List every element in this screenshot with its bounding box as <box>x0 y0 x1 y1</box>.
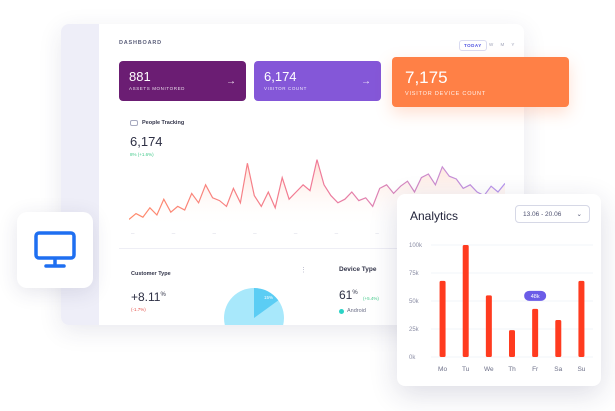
assets-monitored-value: 881 <box>129 69 151 84</box>
bar-mo[interactable] <box>439 280 446 357</box>
layers-icon <box>130 120 138 126</box>
monitor-card <box>17 212 93 288</box>
bar-tu[interactable] <box>462 245 469 357</box>
arrow-right-icon[interactable]: → <box>361 76 371 87</box>
x-tick-label: Tu <box>462 366 470 373</box>
device-type-panel <box>323 257 393 325</box>
people-tracking-value: 6,174 <box>130 134 163 149</box>
customer-type-title: Customer Type <box>131 271 171 277</box>
date-range-select[interactable]: 13.06 - 20.06 ⌄ <box>515 205 590 223</box>
bar-sa[interactable] <box>555 320 562 357</box>
y-tick-label: 50k <box>409 299 420 305</box>
y-tick-label: 75k <box>409 271 420 277</box>
arrow-right-icon[interactable]: → <box>226 76 236 87</box>
visitor-count-card[interactable]: 6,174 VISITOR COUNT → <box>254 61 381 101</box>
monitor-icon <box>34 231 76 268</box>
x-tick-label: Su <box>577 366 585 373</box>
bar-th[interactable] <box>509 330 515 357</box>
device-type-delta: (+5.4%) <box>363 296 379 301</box>
visitor-device-value: 7,175 <box>405 68 448 87</box>
date-range-value: 13.06 - 20.06 <box>523 210 562 218</box>
visitor-count-label: VISITOR COUNT <box>264 86 307 91</box>
x-tick-label: Sa <box>554 366 562 373</box>
chevron-down-icon: ⌄ <box>576 211 582 218</box>
range-options[interactable]: W M Y <box>489 42 518 47</box>
analytics-bar-chart: 100k 75k 50k 25k 0k Mo Tu We Th Fr 48k Sa Su <box>409 243 593 373</box>
pie-slice <box>254 288 279 318</box>
tooltip-label: 48k <box>531 294 540 300</box>
bar-fr[interactable] <box>532 308 539 357</box>
customer-type-pie: 15% <box>224 288 284 325</box>
more-vertical-icon[interactable]: ⋮ <box>300 267 307 274</box>
bar-tooltip: 48k <box>524 290 547 301</box>
analytics-card: Analytics 13.06 - 20.06 ⌄ 100k 75k 50k 25k 0… <box>397 194 601 386</box>
area-line <box>129 159 505 220</box>
bar-su[interactable] <box>578 280 585 357</box>
legend-label: Android <box>347 308 366 314</box>
y-tick-label: 0k <box>409 355 416 361</box>
device-type-title: Device Type <box>339 266 377 273</box>
bar-we[interactable] <box>485 295 492 357</box>
visitor-device-label: VISITOR DEVICE COUNT <box>405 91 486 97</box>
dashboard-title: DASHBOARD <box>119 40 162 46</box>
assets-monitored-label: ASSETS MONITORED <box>129 86 186 91</box>
device-legend: Android <box>339 308 366 314</box>
assets-monitored-card[interactable]: 881 ASSETS MONITORED → <box>119 61 246 101</box>
analytics-title: Analytics <box>410 209 459 223</box>
y-tick-label: 100k <box>409 243 423 249</box>
legend-dot <box>339 308 344 314</box>
x-tick-label: Fr <box>532 366 539 373</box>
section-divider <box>119 248 519 249</box>
x-tick-label: Th <box>508 366 516 373</box>
pie-slice-label: 15% <box>264 295 273 300</box>
y-tick-label: 25k <box>409 327 420 333</box>
customer-type-delta: (-1.7%) <box>131 307 146 312</box>
x-tick-label: We <box>484 366 494 373</box>
visitor-device-card[interactable]: 7,175 VISITOR DEVICE COUNT <box>392 57 569 107</box>
people-tracking-delta: 8% (+1.6%) <box>130 152 154 157</box>
people-tracking-title: People Tracking <box>142 120 185 126</box>
device-type-value: 61% <box>339 288 358 302</box>
x-tick-label: Mo <box>438 366 447 373</box>
visitor-count-value: 6,174 <box>264 69 297 84</box>
customer-type-value: +8.11% <box>131 290 166 304</box>
today-button[interactable]: TODAY <box>459 40 487 51</box>
